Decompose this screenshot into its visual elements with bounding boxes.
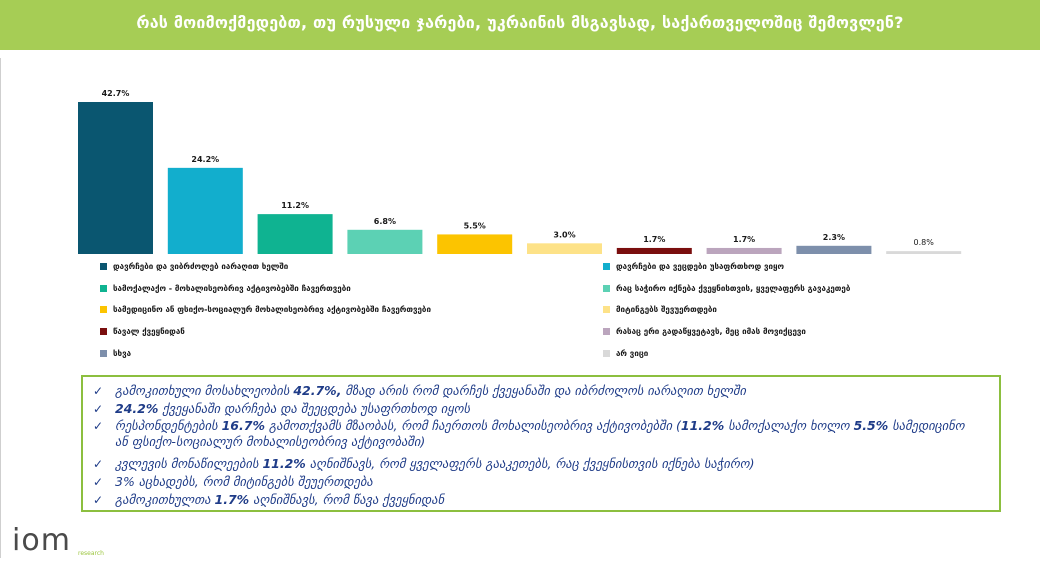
legend-label: სამედიცინო ან ფსიქო-სოციალურ მოხალისეობრ…: [113, 305, 431, 315]
bar-value-label: 42.7%: [102, 89, 130, 98]
legend-label: არ ვიცი: [616, 348, 649, 358]
check-icon: ✓: [93, 493, 104, 507]
divider: [0, 58, 1, 558]
summary-bullet-text: გამოკითხული მოსახლეობის 42.7%, მზად არის…: [115, 383, 746, 398]
legend-swatch: [603, 263, 610, 270]
summary-box: ✓ გამოკითხული მოსახლეობის 42.7%, მზად არი…: [81, 375, 1001, 512]
svg-text:research: research: [78, 550, 104, 557]
legend-swatch: [100, 306, 107, 314]
bar-value-label: 1.7%: [733, 235, 755, 244]
bar-value-label: 24.2%: [191, 155, 219, 164]
check-icon: ✓: [93, 402, 104, 416]
legend-swatch: [100, 349, 107, 357]
legend-item: სამედიცინო ან ფსიქო-სოციალურ მოხალისეობრ…: [100, 305, 431, 314]
legend-item: სხვა: [100, 349, 131, 358]
legend-item: მიტინგებს შევუერთდები: [603, 305, 717, 314]
bar-1: [78, 102, 153, 254]
bar-value-label: 11.2%: [281, 201, 309, 210]
legend-swatch: [100, 263, 107, 270]
bar-3: [257, 214, 333, 254]
legend-swatch: [603, 349, 610, 357]
header-bar: [0, 0, 1040, 50]
bar-7: [616, 247, 692, 254]
bar-4: [347, 229, 423, 254]
bar-2: [167, 167, 243, 254]
summary-bullet-text: 3% აცხადებს, რომ მიტინგებს შეუერთდება: [115, 474, 373, 489]
legend-item: დავრჩები და ვიბრძოლებ იარაღით ხელში: [100, 262, 288, 271]
bar-9: [796, 245, 872, 254]
legend-swatch: [603, 328, 610, 336]
bar-value-label: 3.0%: [553, 230, 575, 239]
summary-bullet-text: გამოკითხულთა 1.7% აღნიშნავს, რომ წავა ქვ…: [115, 492, 445, 507]
bar-chart: 42.7% 24.2% 11.2% 6.8% 5.5% 3.0% 1.7% 1.7% 2.3% 0…: [78, 89, 962, 254]
check-icon: ✓: [93, 419, 104, 433]
legend-label: დავრჩები და ვიბრძოლებ იარაღით ხელში: [113, 262, 289, 271]
check-icon: ✓: [93, 457, 104, 471]
legend-swatch: [100, 284, 107, 292]
legend-item: რასაც ერი გადაწყვეტავს, მეც იმას მოვიქცე…: [603, 327, 806, 336]
summary-bullet-text: რესპონდენტების 16.7% გამოთქვამს მზაობას,…: [115, 418, 965, 449]
legend-label: რასაც ერი გადაწყვეტავს, მეც იმას მოვიქცე…: [616, 327, 806, 337]
iom-logo: iom research: [12, 523, 104, 558]
check-icon: ✓: [93, 384, 104, 398]
check-icon: ✓: [93, 475, 104, 489]
page-title: რას მოიმოქმედებთ, თუ რუსული ჯარები, უკრა…: [136, 13, 904, 32]
bar-5: [437, 234, 513, 254]
bar-value-label: 0.8%: [914, 238, 935, 247]
legend-swatch: [603, 284, 610, 292]
bar-value-label: 6.8%: [374, 217, 396, 226]
legend-label: დავრჩები და ვეცდები უსაფრთხოდ ვიყო: [616, 262, 785, 271]
legend-label: მიტინგებს შევუერთდები: [616, 305, 717, 315]
chart-legend: დავრჩები და ვიბრძოლებ იარაღით ხელში დავრჩ…: [96, 262, 976, 372]
bar-value-label: 2.3%: [823, 233, 845, 242]
bar-10: [886, 251, 962, 254]
legend-label: რაც საჭირო იქნება ქვეყნისთვის, ყველაფერს…: [616, 283, 851, 293]
bar-6: [527, 243, 602, 254]
legend-item: რაც საჭირო იქნება ქვეყნისთვის, ყველაფერს…: [603, 284, 850, 293]
legend-swatch: [603, 306, 610, 314]
bar-8: [706, 247, 782, 254]
legend-label: წავალ ქვეყნიდან: [113, 327, 185, 337]
legend-item: წავალ ქვეყნიდან: [100, 327, 185, 336]
legend-item: დავრჩები და ვეცდები უსაფრთხოდ ვიყო: [603, 262, 784, 271]
summary-bullet-text: კვლევის მონაწილეების 11.2% აღნიშნავს, რო…: [115, 456, 755, 471]
legend-label: სამოქალაქო - მოხალისეობრივ აქტივობებში ჩ…: [113, 283, 351, 293]
legend-label: სხვა: [113, 348, 132, 358]
bar-value-label: 1.7%: [643, 235, 665, 244]
legend-swatch: [100, 328, 107, 336]
legend-item: არ ვიცი: [603, 349, 648, 358]
svg-text:iom: iom: [12, 523, 71, 558]
legend-item: სამოქალაქო - მოხალისეობრივ აქტივობებში ჩ…: [100, 284, 351, 293]
summary-bullet-text: 24.2% ქვეყანაში დარჩება და შეეცდება უსაფ…: [115, 401, 471, 416]
bar-value-label: 5.5%: [464, 221, 486, 230]
